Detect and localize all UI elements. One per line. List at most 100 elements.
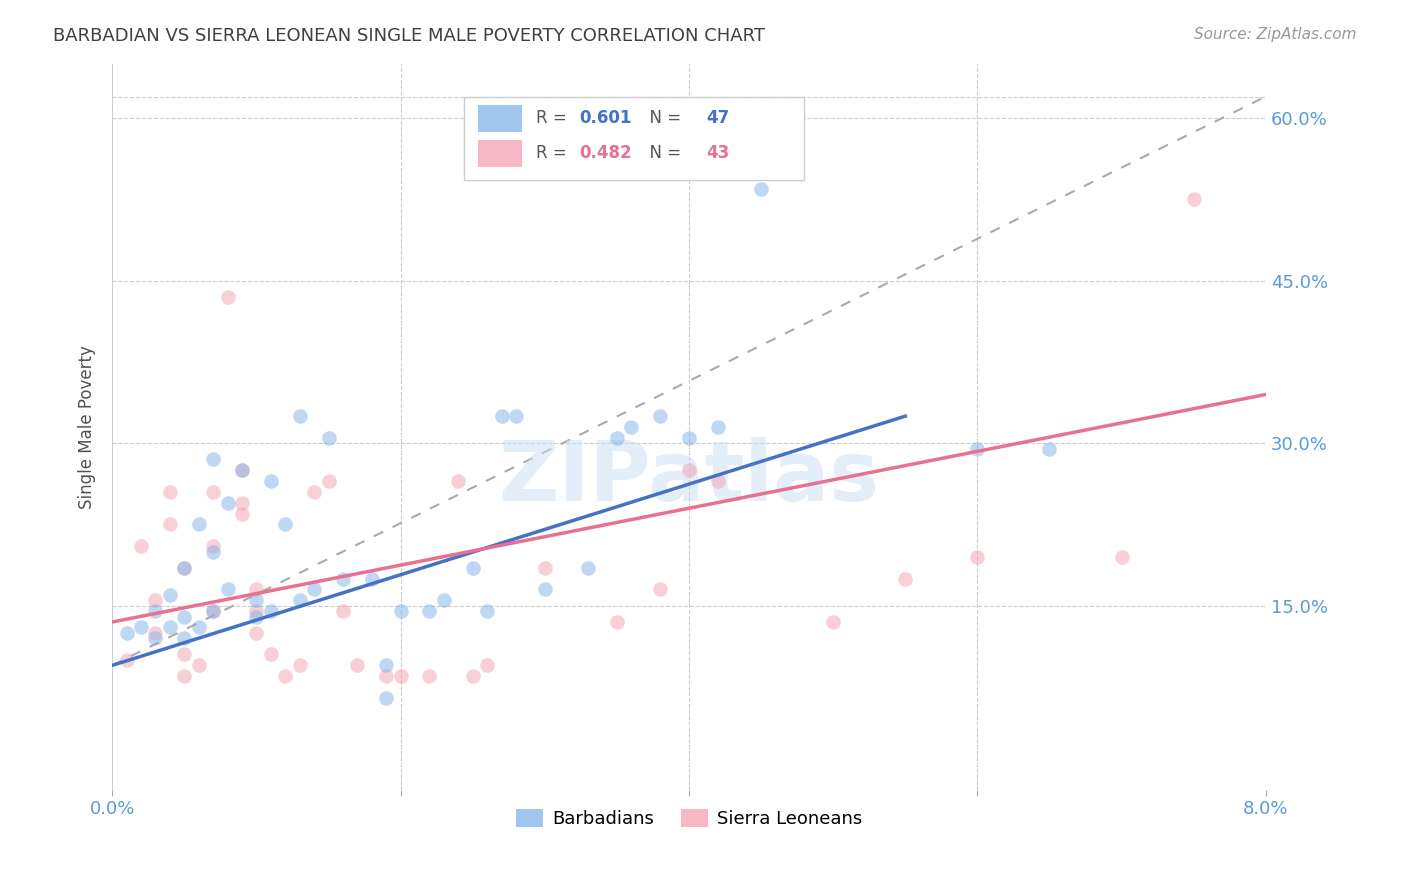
Point xyxy=(505,409,527,424)
Point xyxy=(159,517,181,532)
Text: R =: R = xyxy=(536,145,572,162)
Point xyxy=(475,604,498,618)
Point xyxy=(202,604,225,618)
Bar xyxy=(478,139,522,167)
Point xyxy=(447,474,470,488)
Point xyxy=(650,582,672,597)
Text: Source: ZipAtlas.com: Source: ZipAtlas.com xyxy=(1194,27,1357,42)
Point xyxy=(129,620,152,634)
Point xyxy=(159,588,181,602)
Point xyxy=(461,669,484,683)
Point xyxy=(620,420,643,434)
Point xyxy=(389,604,412,618)
Point xyxy=(1182,193,1205,207)
Point xyxy=(288,593,311,607)
Point xyxy=(173,669,195,683)
Point xyxy=(823,615,845,629)
Point xyxy=(231,463,253,477)
Point xyxy=(217,290,239,304)
Point xyxy=(173,561,195,575)
Text: ZIPatlas: ZIPatlas xyxy=(499,437,880,518)
Point xyxy=(129,539,152,553)
Point xyxy=(145,593,167,607)
Point xyxy=(678,431,700,445)
Point xyxy=(245,625,267,640)
Point xyxy=(533,561,555,575)
Text: 43: 43 xyxy=(706,145,730,162)
Legend: Barbadians, Sierra Leoneans: Barbadians, Sierra Leoneans xyxy=(509,802,869,835)
Point xyxy=(159,485,181,500)
Point xyxy=(202,485,225,500)
Text: 0.601: 0.601 xyxy=(579,110,631,128)
Point xyxy=(418,604,440,618)
Point xyxy=(418,669,440,683)
Point xyxy=(145,604,167,618)
Point xyxy=(461,561,484,575)
Point xyxy=(707,420,730,434)
FancyBboxPatch shape xyxy=(464,96,804,180)
Point xyxy=(533,582,555,597)
Point xyxy=(231,507,253,521)
Point xyxy=(173,632,195,646)
Text: R =: R = xyxy=(536,110,572,128)
Point xyxy=(375,658,398,673)
Y-axis label: Single Male Poverty: Single Male Poverty xyxy=(79,345,96,509)
Point xyxy=(274,517,297,532)
Point xyxy=(346,658,368,673)
Point xyxy=(187,620,209,634)
Text: 47: 47 xyxy=(706,110,730,128)
Point xyxy=(318,474,340,488)
Point xyxy=(966,442,988,456)
Point xyxy=(115,653,138,667)
Point xyxy=(245,582,267,597)
Point xyxy=(187,517,209,532)
Point xyxy=(389,669,412,683)
Point xyxy=(576,561,599,575)
Point xyxy=(678,463,700,477)
Point xyxy=(245,604,267,618)
Point xyxy=(202,604,225,618)
Point xyxy=(145,625,167,640)
Point xyxy=(159,620,181,634)
Bar xyxy=(478,104,522,132)
Point xyxy=(288,658,311,673)
Point xyxy=(375,669,398,683)
Point xyxy=(115,625,138,640)
Text: 0.482: 0.482 xyxy=(579,145,633,162)
Point xyxy=(245,593,267,607)
Point xyxy=(318,431,340,445)
Point xyxy=(260,474,283,488)
Point xyxy=(245,609,267,624)
Point xyxy=(217,496,239,510)
Point xyxy=(260,648,283,662)
Point xyxy=(332,604,354,618)
Point xyxy=(606,615,628,629)
Point xyxy=(1038,442,1060,456)
Point xyxy=(707,474,730,488)
Point xyxy=(187,658,209,673)
Point xyxy=(274,669,297,683)
Point xyxy=(491,409,513,424)
Point xyxy=(302,582,325,597)
Point xyxy=(375,690,398,705)
Point xyxy=(650,409,672,424)
Point xyxy=(260,604,283,618)
Point xyxy=(202,452,225,467)
Point xyxy=(231,496,253,510)
Point xyxy=(332,572,354,586)
Point xyxy=(966,549,988,564)
Text: N =: N = xyxy=(640,145,686,162)
Point xyxy=(231,463,253,477)
Point xyxy=(217,582,239,597)
Point xyxy=(173,648,195,662)
Point xyxy=(1111,549,1133,564)
Point xyxy=(894,572,917,586)
Point xyxy=(433,593,456,607)
Point xyxy=(749,181,772,195)
Point xyxy=(202,539,225,553)
Point xyxy=(202,544,225,558)
Text: BARBADIAN VS SIERRA LEONEAN SINGLE MALE POVERTY CORRELATION CHART: BARBADIAN VS SIERRA LEONEAN SINGLE MALE … xyxy=(53,27,765,45)
Point xyxy=(173,609,195,624)
Point xyxy=(288,409,311,424)
Point xyxy=(145,632,167,646)
